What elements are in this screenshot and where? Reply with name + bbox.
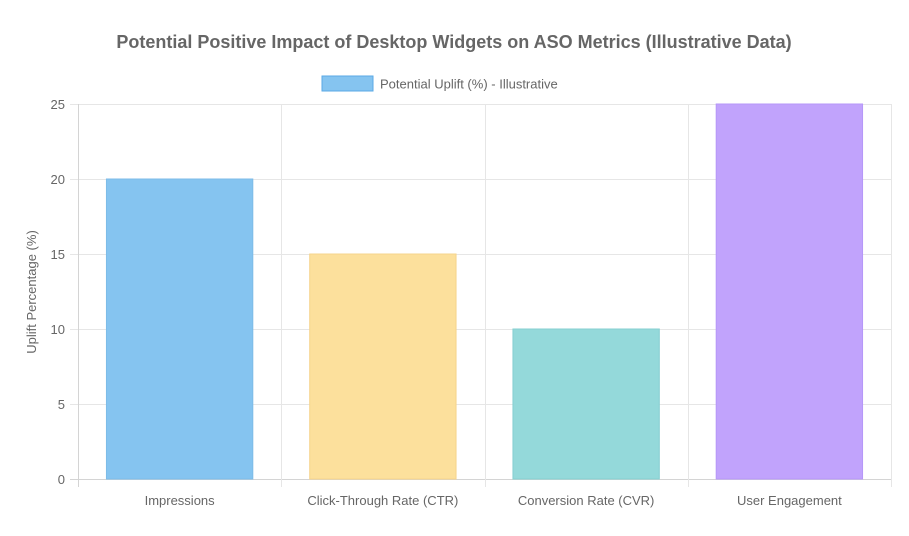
y-tick-label: 5: [58, 397, 65, 412]
bar-conversion-rate-cvr[interactable]: [512, 328, 660, 480]
legend-swatch: [321, 75, 374, 92]
bar-impressions[interactable]: [105, 178, 254, 480]
chart-title: Potential Positive Impact of Desktop Wid…: [116, 32, 791, 52]
y-tick-label: 0: [58, 472, 65, 487]
bar-click-through-rate-ctr[interactable]: [309, 253, 457, 480]
legend[interactable]: Potential Uplift (%) - Illustrative: [321, 75, 558, 92]
y-tick-label: 10: [51, 322, 65, 337]
bar-user-engagement[interactable]: [715, 103, 864, 480]
x-tick-label: Click-Through Rate (CTR): [307, 493, 458, 508]
legend-label: Potential Uplift (%) - Illustrative: [380, 77, 558, 92]
x-axis-ticks: Impressions Click-Through Rate (CTR) Conve…: [145, 493, 843, 508]
x-tick-label: User Engagement: [737, 493, 842, 508]
bars: [105, 103, 864, 480]
y-tick-label: 15: [51, 247, 65, 262]
y-axis-title: Uplift Percentage (%): [24, 230, 39, 354]
y-tick-label: 25: [51, 97, 65, 112]
y-axis-ticks: 0 5 10 15 20 25: [51, 97, 65, 487]
x-tick-label: Impressions: [145, 493, 216, 508]
x-tick-label: Conversion Rate (CVR): [518, 493, 655, 508]
y-tick-label: 20: [51, 172, 65, 187]
